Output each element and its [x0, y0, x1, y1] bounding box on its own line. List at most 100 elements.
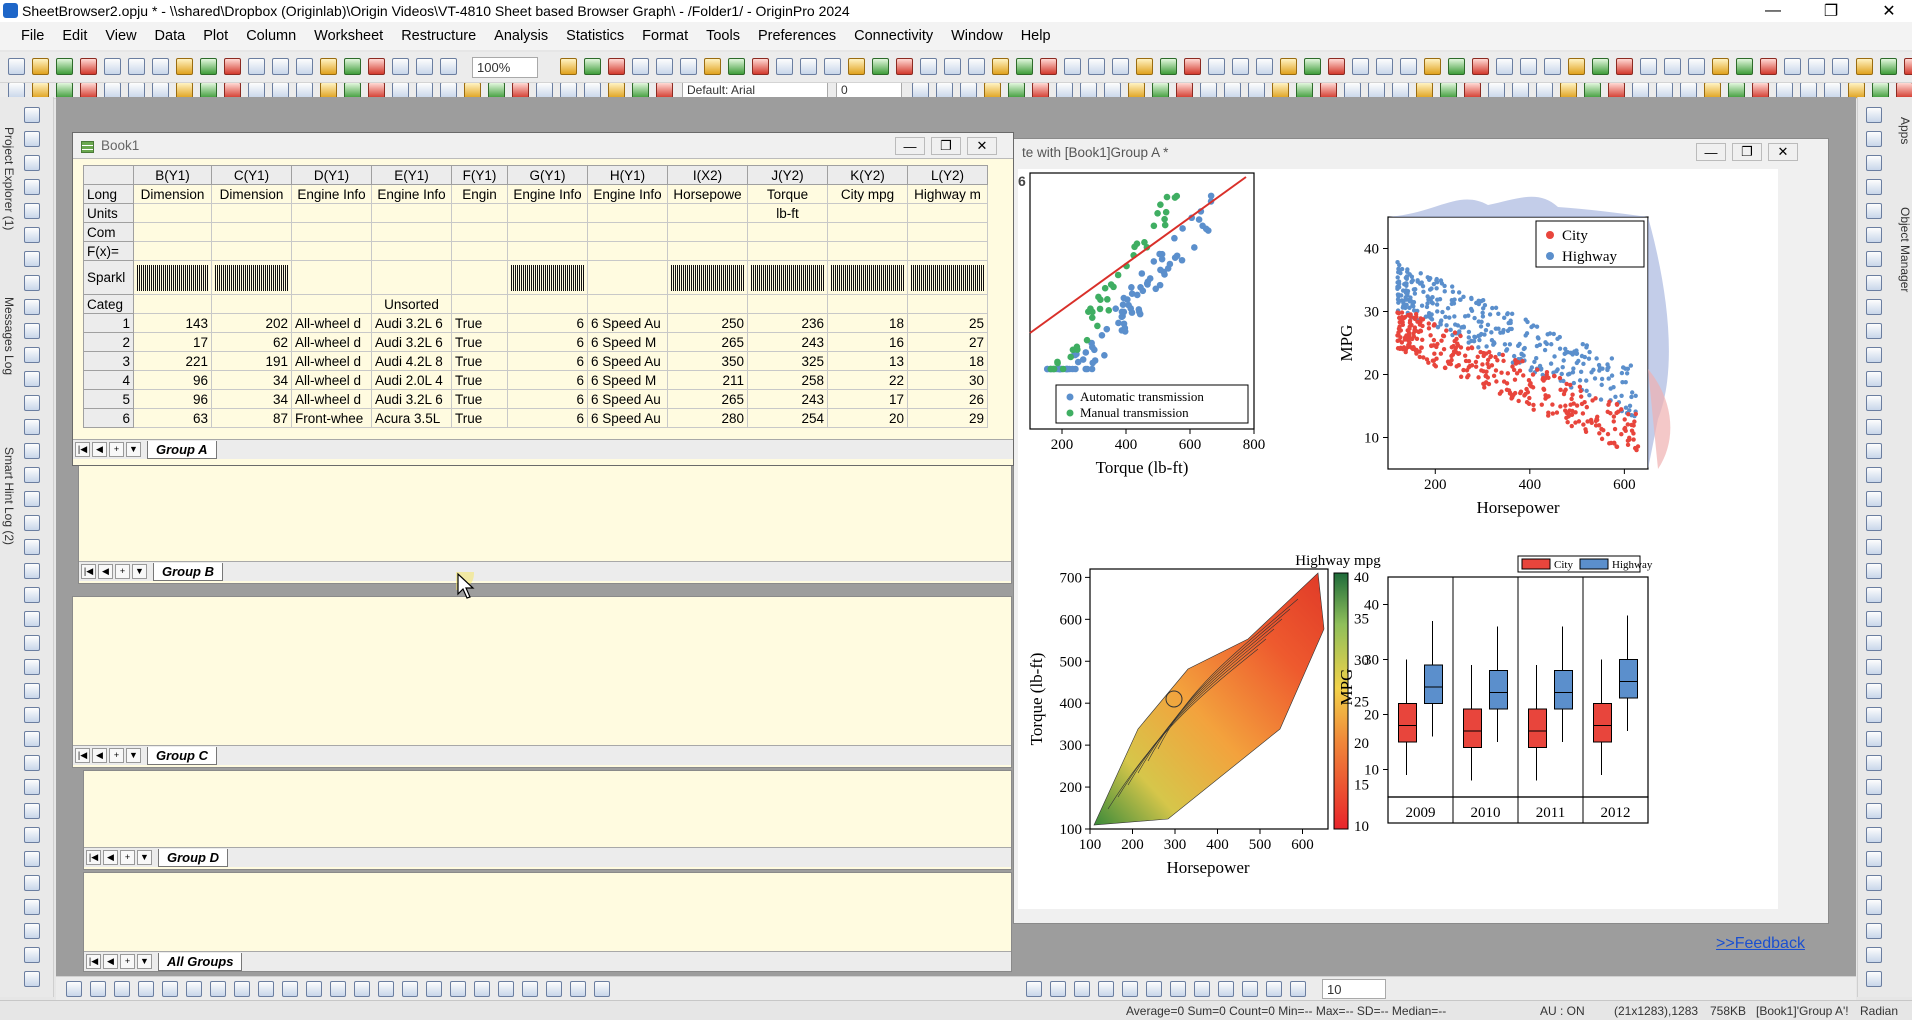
sheet-nav-button[interactable]: |◀	[86, 850, 101, 865]
data-cell[interactable]: 25	[907, 313, 988, 333]
toolbar-button-icon[interactable]	[752, 58, 769, 75]
toolbar-button-icon[interactable]	[56, 83, 73, 98]
corner-cell[interactable]	[83, 165, 134, 185]
sheet-nav-button[interactable]: ◀	[98, 564, 113, 579]
zoom-combo[interactable]: 100%	[472, 57, 538, 78]
toolbar-button-icon[interactable]	[1218, 981, 1234, 997]
tool-icon[interactable]	[24, 587, 40, 603]
toolbar-button-icon[interactable]	[546, 981, 562, 997]
toolbar-button-icon[interactable]	[248, 83, 265, 98]
toolbar-button-icon[interactable]	[584, 58, 601, 75]
toolbar-button-icon[interactable]	[464, 83, 481, 98]
toolbar-button-icon[interactable]	[176, 58, 193, 75]
toolbar-button-icon[interactable]	[1448, 58, 1465, 75]
label-cell[interactable]	[451, 241, 508, 261]
restore-icon[interactable]: ❐	[1823, 3, 1839, 20]
label-cell[interactable]	[667, 241, 748, 261]
group-d-window[interactable]: SparklinesCategoriesUnsortedUnsortedUnso…	[83, 770, 1012, 870]
toolbar-button-icon[interactable]	[936, 83, 953, 98]
sheet-nav-button[interactable]: ◀	[103, 954, 118, 969]
sheet-tab-groupB[interactable]: Group B	[153, 562, 223, 581]
toolbar-button-icon[interactable]	[1128, 83, 1145, 98]
toolbar-button-icon[interactable]	[1832, 58, 1849, 75]
label-cell[interactable]	[507, 294, 588, 314]
toolbar-button-icon[interactable]	[1146, 981, 1162, 997]
toolbar-button-icon[interactable]	[776, 58, 793, 75]
label-cell[interactable]	[587, 203, 668, 223]
sheet-nav-button[interactable]: ◀	[92, 442, 107, 457]
tool-icon[interactable]	[24, 659, 40, 675]
toolbar-button-icon[interactable]	[1856, 58, 1873, 75]
data-cell[interactable]: 6	[507, 408, 588, 428]
menu-data[interactable]: Data	[154, 28, 186, 44]
tool-icon[interactable]	[1866, 371, 1882, 387]
sheet-tab-groupD[interactable]: Group D	[158, 848, 228, 867]
toolbar-button-icon[interactable]	[296, 58, 313, 75]
toolbar-button-icon[interactable]	[224, 83, 241, 98]
label-cell[interactable]: Dimension	[211, 184, 292, 204]
toolbar-button-icon[interactable]	[66, 981, 82, 997]
label-cell[interactable]	[747, 241, 828, 261]
column-header[interactable]: L(Y2)	[907, 165, 988, 185]
toolbar-button-icon[interactable]	[1776, 83, 1793, 98]
menu-window[interactable]: Window	[951, 28, 1003, 44]
tool-icon[interactable]	[24, 179, 40, 195]
toolbar-button-icon[interactable]	[1122, 981, 1138, 997]
toolbar-button-icon[interactable]	[1688, 58, 1705, 75]
toolbar-button-icon[interactable]	[800, 58, 817, 75]
data-cell[interactable]: 34	[211, 389, 292, 409]
toolbar-button-icon[interactable]	[1616, 58, 1633, 75]
label-cell[interactable]	[291, 222, 372, 242]
label-cell[interactable]	[907, 203, 988, 223]
toolbar-button-icon[interactable]	[1560, 83, 1577, 98]
label-cell[interactable]	[747, 260, 828, 295]
tool-icon[interactable]	[1866, 563, 1882, 579]
label-cell[interactable]	[291, 241, 372, 261]
toolbar-button-icon[interactable]	[200, 58, 217, 75]
tool-icon[interactable]	[24, 635, 40, 651]
column-header[interactable]: G(Y1)	[507, 165, 588, 185]
column-header[interactable]: E(Y1)	[371, 165, 452, 185]
column-header[interactable]: D(Y1)	[291, 165, 372, 185]
data-cell[interactable]: 243	[747, 389, 828, 409]
data-cell[interactable]: All-wheel d	[291, 370, 372, 390]
toolbar-button-icon[interactable]	[984, 83, 1001, 98]
toolbar-button-icon[interactable]	[1440, 83, 1457, 98]
label-cell[interactable]	[211, 260, 292, 295]
data-cell[interactable]: 6 Speed Au	[587, 313, 668, 333]
toolbar-button-icon[interactable]	[440, 83, 457, 98]
object-manager-tab[interactable]: Object Manager	[1898, 207, 1912, 293]
toolbar-button-icon[interactable]	[1256, 58, 1273, 75]
toolbar-button-icon[interactable]	[1088, 58, 1105, 75]
tool-icon[interactable]	[1866, 275, 1882, 291]
sheet-nav-button[interactable]: ◀	[103, 850, 118, 865]
column-header[interactable]: C(Y1)	[211, 165, 292, 185]
font-combo[interactable]: Default: Arial	[682, 83, 828, 98]
toolbar-button-icon[interactable]	[258, 981, 274, 997]
column-header[interactable]: B(Y1)	[133, 165, 212, 185]
menu-restructure[interactable]: Restructure	[401, 28, 477, 44]
data-cell[interactable]: All-wheel d	[291, 313, 372, 333]
toolbar-button-icon[interactable]	[272, 58, 289, 75]
toolbar-button-icon[interactable]	[1304, 58, 1321, 75]
tool-icon[interactable]	[24, 371, 40, 387]
toolbar-button-icon[interactable]	[32, 83, 49, 98]
column-header[interactable]: K(Y2)	[827, 165, 908, 185]
toolbar-button-icon[interactable]	[872, 58, 889, 75]
tool-icon[interactable]	[1866, 419, 1882, 435]
data-cell[interactable]: 258	[747, 370, 828, 390]
toolbar-button-icon[interactable]	[656, 58, 673, 75]
tool-icon[interactable]	[1866, 659, 1882, 675]
toolbar-button-icon[interactable]	[1098, 981, 1114, 997]
tool-icon[interactable]	[1866, 707, 1882, 723]
label-cell[interactable]	[667, 203, 748, 223]
tool-icon[interactable]	[24, 851, 40, 867]
tool-icon[interactable]	[24, 563, 40, 579]
menu-format[interactable]: Format	[642, 28, 689, 44]
toolbar-button-icon[interactable]	[368, 83, 385, 98]
toolbar-button-icon[interactable]	[224, 58, 241, 75]
toolbar-button-icon[interactable]	[584, 83, 601, 98]
label-cell[interactable]	[451, 260, 508, 295]
data-cell[interactable]: 350	[667, 351, 748, 371]
data-cell[interactable]: 27	[907, 332, 988, 352]
